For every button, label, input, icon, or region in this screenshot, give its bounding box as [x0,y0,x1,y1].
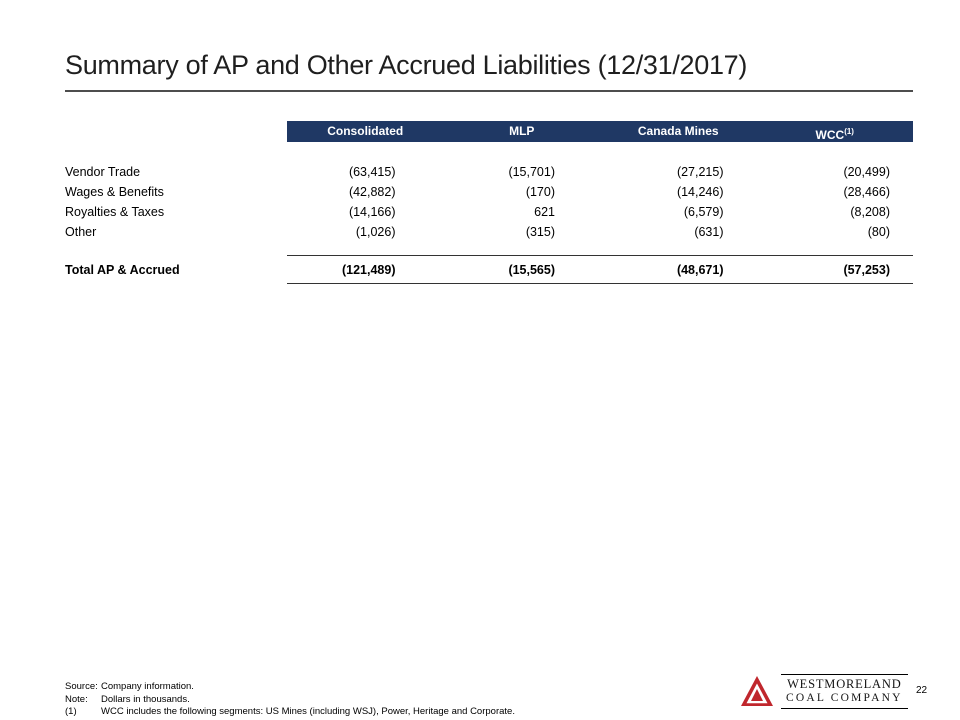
total-canada-mines: (48,671) [676,263,724,277]
total-mlp: (15,565) [508,263,555,277]
wcc-footnote-marker: (1) [844,127,854,136]
column-header-mlp: MLP [509,124,535,138]
footnote-note: Note: Dollars in thousands. [65,694,625,707]
footnote-source-text: Company information. [101,681,194,692]
table-row: Royalties & Taxes (14,166) 621 (6,579) (… [65,202,913,222]
total-separator-line-bottom [287,283,913,284]
cell-canada-mines: (14,246) [676,185,724,199]
row-label: Wages & Benefits [65,185,164,199]
cell-canada-mines: (6,579) [683,205,724,219]
column-header-wcc-label: WCC [815,128,845,142]
company-logo: WESTMORELAND COAL COMPANY [740,674,908,709]
cell-wcc: (28,466) [843,185,890,199]
title-underline [65,90,913,92]
row-label: Royalties & Taxes [65,205,165,219]
row-label: Other [65,225,97,239]
company-name-line1: WESTMORELAND [787,677,902,691]
footnote-note-label: Note: [65,693,88,705]
table-row: Other (1,026) (315) (631) (80) [65,222,913,242]
table-total-row: Total AP & Accrued (121,489) (15,565) (4… [65,258,913,282]
total-row-label: Total AP & Accrued [65,263,180,277]
footnote-1-label: (1) [65,706,77,718]
company-name-line2: COAL COMPANY [786,692,903,704]
footnote-note-text: Dollars in thousands. [101,693,190,705]
footnotes: Source: Company information. Note: Dolla… [65,681,625,719]
cell-consolidated: (14,166) [348,205,396,219]
cell-mlp: (315) [525,225,555,239]
row-label: Vendor Trade [65,165,141,179]
table-row: Wages & Benefits (42,882) (170) (14,246)… [65,182,913,202]
total-consolidated: (121,489) [341,263,396,277]
table-header-row: Consolidated MLP Canada Mines WCC(1) [287,121,913,142]
westmoreland-triangle-icon [741,676,773,707]
cell-canada-mines: (27,215) [676,165,724,179]
cell-consolidated: (42,882) [348,185,396,199]
cell-consolidated: (1,026) [355,225,396,239]
total-wcc: (57,253) [843,263,890,277]
column-header-wcc: WCC(1) [757,121,914,142]
cell-mlp: (15,701) [508,165,555,179]
footnote-1: (1) WCC includes the following segments:… [65,706,625,719]
footnote-source: Source: Company information. [65,681,625,694]
cell-wcc: (8,208) [850,205,890,219]
column-header-canada-mines: Canada Mines [637,124,719,138]
cell-wcc: (80) [867,225,890,239]
cell-canada-mines: (631) [694,225,724,239]
page-title: Summary of AP and Other Accrued Liabilit… [65,50,748,80]
cell-mlp: 621 [534,205,555,219]
footnote-source-label: Source: [65,681,98,692]
cell-mlp: (170) [525,185,555,199]
company-logo-text: WESTMORELAND COAL COMPANY [781,674,908,709]
cell-wcc: (20,499) [843,165,890,179]
table-row: Vendor Trade (63,415) (15,701) (27,215) … [65,162,913,182]
column-header-consolidated: Consolidated [327,124,404,138]
footnote-1-text: WCC includes the following segments: US … [101,706,515,718]
total-separator-line-top [287,255,913,256]
cell-consolidated: (63,415) [348,165,396,179]
page-number: 22 [916,685,928,696]
table-body: Vendor Trade (63,415) (15,701) (27,215) … [65,162,913,242]
